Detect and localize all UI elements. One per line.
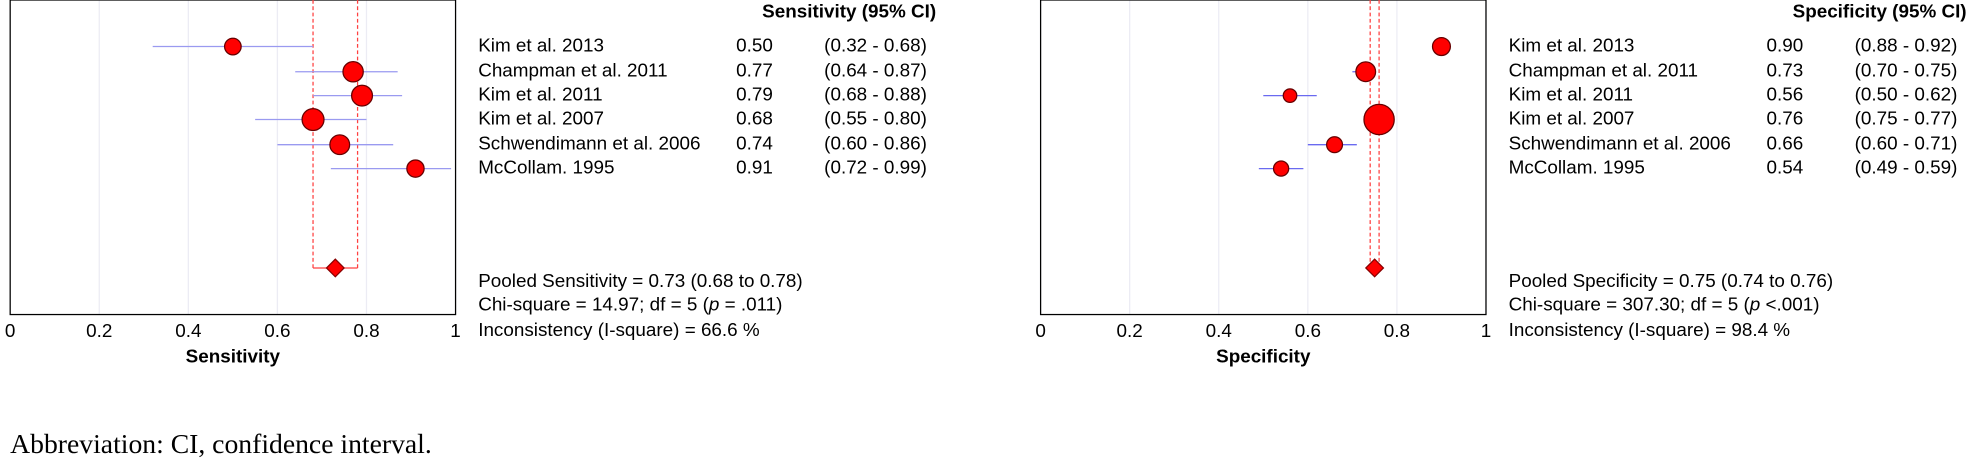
point-estimate [301,107,325,132]
x-tick-label: 0.8 [353,320,379,341]
pooled-label: Pooled Sensitivity = 0.73 (0.68 to 0.78) [478,270,802,291]
chi-square-part: p [1749,294,1761,315]
point-estimate [406,159,425,178]
study-name: Kim et al. 2007 [1509,108,1635,129]
point-estimate [329,134,351,156]
pooled-diamond [1364,258,1385,278]
value-label: 0.50 [736,35,773,56]
ci-label: (0.49 - 0.59) [1855,157,1958,178]
study-name: Kim et al. 2011 [1509,84,1633,105]
pooled-label: Pooled Specificity = 0.75 (0.74 to 0.76) [1509,270,1833,291]
value-label: 0.56 [1767,84,1804,105]
x-tick-label: 1 [450,320,461,341]
study-name: Kim et al. 2013 [478,35,604,56]
chi-square-part: Chi-square = 307.30; df = 5 ( [1509,294,1751,315]
ci-label: (0.55 - 0.80) [824,108,927,129]
point-estimate [1272,160,1290,177]
x-tick-label: 1 [1481,320,1492,341]
ci-label: (0.60 - 0.71) [1855,133,1958,154]
value-label: 0.91 [736,157,773,178]
value-label: 0.73 [1767,60,1804,81]
ci-label: (0.64 - 0.87) [824,60,927,81]
panel-title: Specificity (95% CI) [1793,1,1967,22]
inconsistency: Inconsistency (I-square) = 66.6 % [478,319,760,340]
x-axis-label: Sensitivity [186,345,281,366]
footnote: Abbreviation: CI, confidence interval. [10,428,432,459]
ci-label: (0.70 - 0.75) [1855,60,1958,81]
point-estimate [1355,61,1377,83]
chi-square-part: <.001) [1760,294,1819,315]
study-name: Kim et al. 2007 [478,108,604,129]
x-tick-label: 0.6 [1295,320,1321,341]
value-label: 0.66 [1767,133,1804,154]
plot-frame [9,0,457,316]
value-label: 0.74 [736,133,773,154]
point-estimate [342,60,364,83]
study-name: Kim et al. 2013 [1509,35,1635,56]
pooled-diamond [325,258,346,278]
ci-label: (0.50 - 0.62) [1855,84,1958,105]
x-tick-label: 0 [1035,320,1046,341]
x-tick-label: 0.4 [1206,320,1232,341]
chi-square-part: Chi-square = 14.97; df = 5 ( [478,294,709,315]
point-estimate [1282,88,1298,104]
chi-square: Chi-square = 307.30; df = 5 (p <.001) [1509,294,1820,315]
x-tick-label: 0.2 [86,320,112,341]
ci-label: (0.88 - 0.92) [1855,35,1958,56]
inconsistency: Inconsistency (I-square) = 98.4 % [1509,319,1791,340]
point-estimate [223,37,242,56]
x-tick-label: 0 [5,320,16,341]
chi-square-part: = .011) [719,294,782,315]
value-label: 0.76 [1767,108,1804,129]
ci-label: (0.72 - 0.99) [824,157,927,178]
chi-square: Chi-square = 14.97; df = 5 (p = .011) [478,294,782,315]
point-estimate [350,84,374,107]
study-name: Champman et al. 2011 [478,60,667,81]
value-label: 0.79 [736,84,773,105]
study-name: Schwendimann et al. 2006 [1509,133,1731,154]
point-estimate [1363,103,1395,136]
chi-square-part: p [708,294,720,315]
ci-label: (0.32 - 0.68) [824,35,927,56]
panel-title: Sensitivity (95% CI) [762,1,936,22]
value-label: 0.54 [1767,157,1804,178]
study-name: McCollam. 1995 [1509,157,1645,178]
study-name: Schwendimann et al. 2006 [478,133,700,154]
x-tick-label: 0.6 [264,320,290,341]
ci-label: (0.60 - 0.86) [824,133,927,154]
ci-label: (0.68 - 0.88) [824,84,927,105]
point-estimate [1431,36,1452,57]
value-label: 0.90 [1767,35,1804,56]
x-tick-label: 0.4 [175,320,201,341]
study-name: McCollam. 1995 [478,157,614,178]
value-label: 0.68 [736,108,773,129]
ci-label: (0.75 - 0.77) [1855,108,1958,129]
value-label: 0.77 [736,60,773,81]
x-axis-label: Specificity [1216,345,1311,366]
study-name: Kim et al. 2011 [478,84,602,105]
point-estimate [1325,136,1344,154]
x-tick-label: 0.2 [1117,320,1143,341]
plot-frame [1039,0,1487,316]
study-name: Champman et al. 2011 [1509,60,1698,81]
x-tick-label: 0.8 [1384,320,1410,341]
